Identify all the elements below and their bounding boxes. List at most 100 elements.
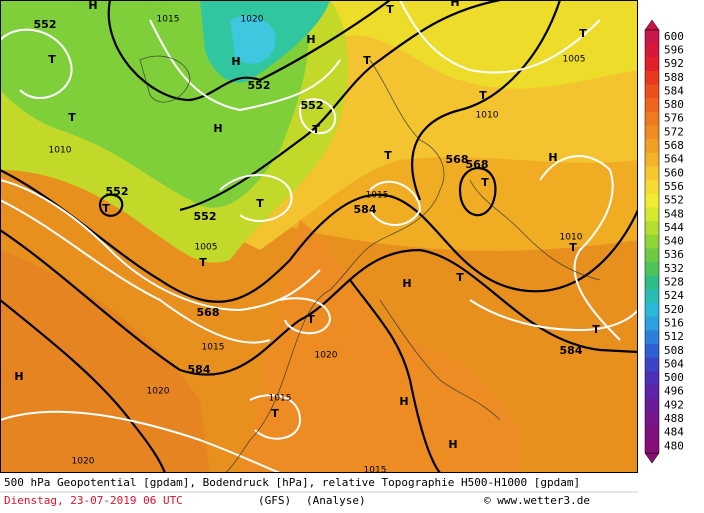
- legend-swatch: [645, 343, 659, 359]
- map-label: 584: [560, 344, 583, 357]
- map-label: 1015: [202, 343, 225, 353]
- map-label: H: [548, 151, 557, 164]
- isobar: [0, 28, 73, 100]
- coastline: [469, 179, 601, 281]
- legend-swatch: [645, 57, 659, 72]
- map-label: H: [213, 122, 222, 135]
- coastline: [379, 299, 501, 421]
- legend-label: 568: [664, 139, 684, 152]
- legend-swatch: [645, 412, 659, 427]
- caption-model: (GFS): [258, 494, 291, 507]
- coastline: [139, 55, 191, 103]
- legend-label: 584: [664, 84, 684, 97]
- caption-credit: © www.wetter3.de: [484, 494, 590, 507]
- isobar: [0, 410, 281, 473]
- legend-swatch: [645, 275, 659, 290]
- legend-label: 528: [664, 276, 684, 289]
- map-label: 568: [446, 153, 469, 166]
- contour: [0, 169, 638, 303]
- map-label: T: [102, 202, 110, 215]
- map-label: 1015: [364, 466, 387, 476]
- legend-label: 564: [664, 153, 684, 166]
- caption-run: (Analyse): [306, 494, 366, 507]
- map-label: H: [231, 55, 240, 68]
- isobar: [219, 174, 293, 222]
- legend-swatch: [645, 139, 659, 154]
- map-label: 584: [354, 203, 377, 216]
- legend-label: 480: [664, 439, 684, 452]
- geopotential-contours: [0, 0, 638, 473]
- map-label: T: [199, 256, 207, 269]
- map-label: T: [481, 176, 489, 189]
- legend-swatch: [645, 384, 659, 400]
- coastlines: [139, 55, 601, 473]
- legend-swatch: [645, 125, 659, 140]
- legend-swatch: [645, 180, 659, 195]
- legend-swatch: [645, 371, 659, 386]
- map-label: H: [402, 277, 411, 290]
- map-label: 552: [248, 79, 271, 92]
- legend-label: 488: [664, 412, 684, 425]
- legend-label: 524: [664, 289, 684, 302]
- isobar: [279, 297, 332, 335]
- map-label: 568: [197, 306, 220, 319]
- isobar: [399, 0, 601, 74]
- map-label: 584: [188, 363, 211, 376]
- legend-label: 556: [664, 180, 684, 193]
- cyan-area: [230, 16, 276, 64]
- legend-label: 532: [664, 262, 684, 275]
- map-labels: 552 T H 1015 1020 H H 552 552 T H T 1010 552 T 552 T T 100…: [14, 0, 600, 476]
- legend-label: 516: [664, 316, 684, 329]
- legend-swatch: [645, 289, 659, 304]
- map-label: H: [450, 0, 459, 9]
- map-label: 1015: [366, 191, 389, 201]
- map-label: 568: [466, 158, 489, 171]
- legend-top-arrow: [644, 19, 660, 31]
- legend-label: 512: [664, 330, 684, 343]
- map-label: 1005: [195, 243, 218, 253]
- map-label: H: [399, 395, 408, 408]
- orange-dark-area: [0, 250, 210, 473]
- orange-area: [240, 220, 520, 473]
- legend-label: 520: [664, 303, 684, 316]
- contour: [0, 299, 167, 473]
- legend-label: 560: [664, 166, 684, 179]
- legend-label: 600: [664, 30, 684, 43]
- map-label: 552: [194, 210, 217, 223]
- map-label: 1020: [315, 351, 338, 361]
- isobar: [298, 98, 337, 135]
- map-frame: [0, 0, 638, 473]
- map-label: H: [14, 370, 23, 383]
- map-label: 1015: [269, 394, 292, 404]
- map-label: 1020: [147, 387, 170, 397]
- legend-swatch: [645, 221, 659, 236]
- legend-swatch: [645, 30, 659, 45]
- legend-label: 592: [664, 57, 684, 70]
- coastline: [224, 59, 445, 473]
- legend-swatch: [645, 439, 659, 454]
- legend-label: 552: [664, 194, 684, 207]
- legend-label: 576: [664, 112, 684, 125]
- yellow-area: [320, 0, 638, 89]
- legend-swatch: [645, 425, 659, 440]
- map-label: 1005: [563, 55, 586, 65]
- map-label: 1010: [476, 111, 499, 121]
- map-label: T: [479, 89, 487, 102]
- map-label: 552: [34, 18, 57, 31]
- map-label: T: [384, 149, 392, 162]
- map-label: 1010: [49, 146, 72, 156]
- legend-swatch: [645, 193, 659, 208]
- map-label: 552: [106, 185, 129, 198]
- legend-label: 572: [664, 125, 684, 138]
- map-label: T: [312, 123, 320, 136]
- legend-swatch: [645, 248, 659, 263]
- map-label: 552: [301, 99, 324, 112]
- color-legend: 6005965925885845805765725685645605565525…: [644, 19, 684, 464]
- legend-swatch: [645, 262, 659, 277]
- isobar: [0, 199, 271, 344]
- map: 552 T H 1015 1020 H H 552 552 T H T 1010 552 T 552 T T 100…: [0, 0, 638, 476]
- contour: [411, 0, 562, 201]
- pressure-isobars: [0, 0, 638, 473]
- legend-label: 484: [664, 426, 684, 439]
- legend-swatch: [645, 43, 659, 58]
